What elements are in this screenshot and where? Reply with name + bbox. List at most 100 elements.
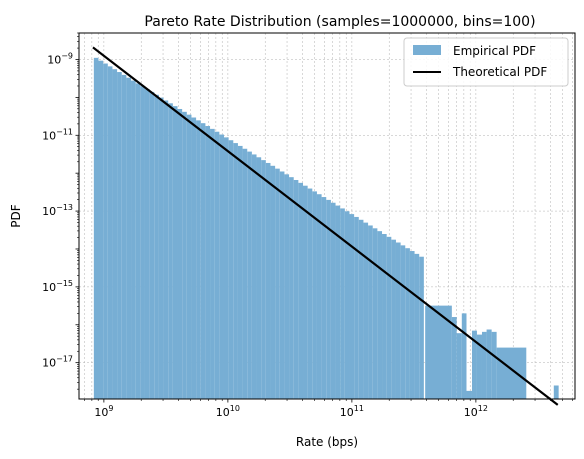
histogram-bar [275, 168, 280, 399]
histogram-bar [471, 330, 477, 399]
x-axis-ticks: 109 1010 1011 1012 [84, 399, 573, 419]
histogram-bar [191, 117, 197, 399]
histogram-bar [368, 225, 373, 399]
legend-swatch-empirical [413, 45, 441, 55]
y-tick-label: 10−11 [42, 127, 73, 142]
histogram-bar [476, 334, 482, 399]
histogram-bar [196, 120, 201, 399]
histogram-bar [481, 331, 487, 399]
histogram-bar [382, 233, 387, 399]
histogram-bar [330, 202, 336, 399]
legend-label-empirical: Empirical PDF [453, 44, 536, 58]
histogram-bar [321, 197, 327, 399]
histogram-bar [93, 57, 99, 400]
histogram-bar [496, 347, 527, 399]
histogram-bar [270, 165, 276, 399]
x-axis-label: Rate (bps) [296, 435, 358, 449]
histogram-bar [214, 131, 220, 399]
y-tick-label: 10−9 [47, 51, 73, 66]
x-tick-label: 1012 [464, 404, 488, 419]
histogram-bar [117, 72, 122, 399]
histogram-bar [303, 185, 308, 399]
histogram-bar [354, 216, 359, 399]
histogram-bar [135, 83, 141, 399]
legend-box [403, 37, 569, 87]
histogram-bar [553, 385, 559, 399]
histogram-bar [182, 111, 187, 399]
histogram-bar [344, 211, 350, 399]
x-tick-label: 1010 [216, 404, 240, 419]
histogram-bar [466, 390, 472, 399]
histogram-bar [377, 231, 383, 399]
histogram-bar [358, 219, 364, 399]
histogram-bar [177, 108, 183, 399]
y-tick-label: 10−17 [42, 355, 73, 370]
histogram-bar [233, 143, 238, 399]
legend-label-theoretical: Theoretical PDF [452, 65, 547, 79]
y-axis-ticks: 10−9 10−11 10−13 10−15 10−17 [42, 32, 79, 390]
histogram-bar [265, 162, 271, 399]
histogram-bar [298, 182, 304, 399]
histogram-bar [289, 177, 294, 399]
histogram-bar [163, 100, 169, 399]
histogram-bar [486, 329, 492, 399]
theoretical-pdf-line [92, 46, 559, 406]
histogram-bar [256, 157, 262, 399]
histogram-bar [335, 205, 341, 399]
histogram-bar [98, 60, 104, 400]
y-tick-label: 10−13 [42, 203, 73, 218]
histogram-bar [237, 145, 243, 399]
histogram-bar [112, 69, 118, 400]
histogram-bar [326, 199, 331, 399]
histogram-bar [149, 91, 155, 399]
axes-frame [78, 32, 576, 400]
histogram-bar [279, 171, 285, 399]
histogram-bar [126, 77, 132, 399]
histogram-bar [456, 333, 462, 399]
histogram-bar [340, 208, 345, 399]
histogram-bar [409, 251, 415, 399]
histogram-bar [363, 222, 369, 399]
legend: Empirical PDF Theoretical PDF [403, 37, 569, 87]
histogram-bar [461, 313, 467, 399]
histogram-bar [228, 140, 234, 400]
plot-area: 109 1010 1011 1012 10−9 10−11 10−13 10−15 10−17 [42, 32, 576, 419]
histogram-bar [158, 97, 164, 399]
histogram-bar [395, 242, 401, 399]
histogram-bar [307, 188, 313, 399]
histogram-bar [210, 128, 215, 399]
histogram-bar [172, 106, 178, 399]
histogram-bar [261, 160, 266, 399]
histogram-bar [168, 103, 173, 399]
histogram-bar [186, 114, 192, 399]
histogram-bar [247, 151, 252, 399]
histogram-bar [414, 253, 420, 399]
histogram-bar [386, 236, 392, 399]
histogram-bar [316, 194, 322, 399]
histogram-bar [405, 248, 410, 399]
histogram-bar [223, 137, 229, 399]
histogram-bar [293, 180, 299, 399]
histogram-bar [219, 134, 224, 400]
histogram-bar [242, 148, 248, 399]
histogram-bar [107, 66, 113, 399]
theoretical-line-layer [92, 46, 559, 406]
histogram-bar [205, 126, 211, 400]
histogram-bar [131, 80, 136, 399]
histogram-bar [312, 191, 317, 399]
histogram-bar [372, 228, 378, 399]
histogram-bar [103, 63, 108, 400]
histogram-bar [349, 214, 355, 399]
chart-title: Pareto Rate Distribution (samples=100000… [144, 14, 535, 30]
histogram-bar [251, 154, 257, 399]
histogram-bar [144, 89, 150, 399]
histogram-bar [140, 86, 145, 399]
histogram-bars [93, 57, 559, 400]
histogram-bar [200, 123, 206, 400]
histogram-bar [491, 331, 497, 399]
histogram-bar [154, 94, 159, 399]
x-tick-label: 109 [94, 404, 113, 419]
histogram-bar [121, 74, 127, 400]
histogram-bar [284, 174, 290, 399]
